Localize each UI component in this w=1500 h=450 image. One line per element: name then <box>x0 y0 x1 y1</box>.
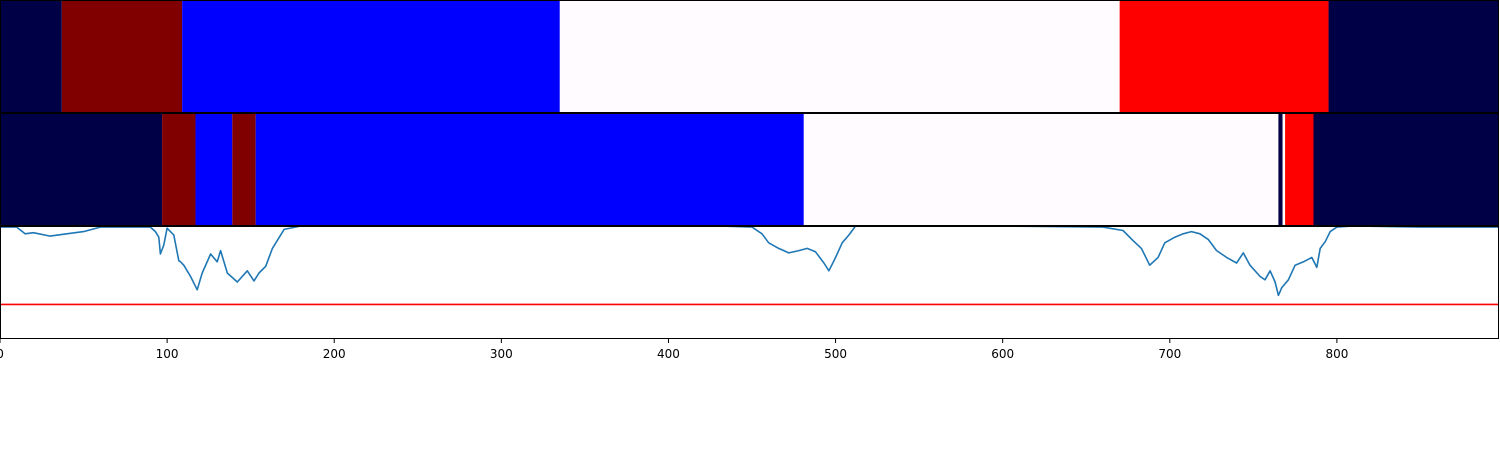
heatmap-segment-2-9 <box>1313 113 1499 225</box>
panel-frame-2 <box>0 113 1499 226</box>
x-axis: 0 100 200 300 400 500 600 700 800 <box>0 338 1348 361</box>
heatmap-segment-1-2 <box>182 0 560 112</box>
panel-frame-3 <box>0 226 1499 339</box>
panel-frame-1 <box>0 0 1499 113</box>
heatmap-segment-1-0 <box>0 0 62 112</box>
x-tick-label-800: 800 <box>1325 347 1348 361</box>
heatmap-segment-2-6 <box>1278 113 1283 225</box>
heatmap-strip-middle <box>0 113 1499 225</box>
heatmap-segment-2-8 <box>1285 113 1314 225</box>
series-line <box>0 225 1499 297</box>
heatmap-segment-2-2 <box>195 113 233 225</box>
x-tick-label-400: 400 <box>657 347 680 361</box>
heatmap-segment-1-3 <box>559 0 1120 112</box>
x-tick-label-0: 0 <box>0 347 4 361</box>
line-plot-panel <box>0 225 1499 306</box>
x-tick-label-600: 600 <box>991 347 1014 361</box>
panel-frames <box>0 0 1499 339</box>
heatmap-segment-2-1 <box>162 113 196 225</box>
heatmap-segment-2-0 <box>0 113 163 225</box>
x-tick-label-700: 700 <box>1158 347 1181 361</box>
heatmap-segment-1-1 <box>61 0 183 112</box>
heatmap-segment-1-5 <box>1328 0 1499 112</box>
heatmap-segment-2-3 <box>232 113 256 225</box>
heatmap-strip-top <box>0 0 1499 112</box>
heatmap-segment-1-4 <box>1119 0 1329 112</box>
heatmap-segment-2-7 <box>1282 113 1286 225</box>
x-tick-label-100: 100 <box>156 347 179 361</box>
heatmap-segment-2-5 <box>803 113 1279 225</box>
heatmap-segment-2-4 <box>255 113 804 225</box>
x-tick-label-200: 200 <box>323 347 346 361</box>
x-tick-label-500: 500 <box>824 347 847 361</box>
x-tick-label-300: 300 <box>490 347 513 361</box>
